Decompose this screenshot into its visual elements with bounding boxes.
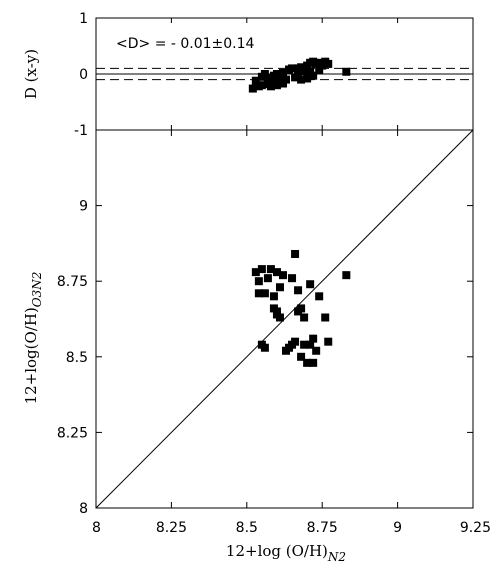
- abundance-point: [254, 289, 263, 298]
- abundance-point: [324, 337, 333, 346]
- bottom-x-axis-title: 12+log (O/H)N2: [226, 542, 346, 564]
- top-points: [248, 57, 351, 93]
- difference-point: [260, 70, 269, 78]
- difference-point: [288, 64, 297, 73]
- abundance-point: [309, 334, 318, 343]
- difference-point: [275, 73, 284, 82]
- abundance-point: [306, 340, 315, 349]
- bottom-y-tick-label: 9: [79, 199, 88, 215]
- abundance-point: [263, 274, 272, 283]
- abundance-point: [266, 265, 275, 274]
- bottom-points: [251, 249, 351, 367]
- abundance-point: [303, 358, 312, 367]
- bottom-x-tick-label: 9.25: [460, 520, 491, 536]
- abundance-point: [342, 271, 351, 280]
- top-y-tick-label: 0: [79, 67, 88, 83]
- difference-point: [300, 67, 309, 76]
- difference-point: [278, 68, 287, 77]
- abundance-point: [294, 286, 303, 295]
- bottom-y-tick-label: 8: [79, 501, 88, 517]
- bottom-y-tick-label: 8.25: [57, 425, 88, 441]
- abundance-point: [272, 268, 281, 277]
- difference-point: [263, 74, 272, 83]
- bottom-x-tick-label: 8.25: [156, 520, 187, 536]
- top-y-tick-label: 1: [79, 11, 88, 27]
- abundance-point: [272, 307, 281, 316]
- difference-point: [266, 82, 275, 91]
- top-y-tick-label: -1: [74, 123, 88, 139]
- difference-point: [306, 67, 315, 76]
- abundance-point: [251, 268, 260, 277]
- abundance-point: [315, 292, 324, 301]
- abundance-point: [309, 358, 318, 367]
- bottom-y-axis-title: 12+log(O/H)O3N2: [22, 272, 44, 405]
- abundance-point: [297, 352, 306, 361]
- abundance-point: [291, 337, 300, 346]
- mean-difference-annotation: <D> = - 0.01±0.14: [116, 36, 255, 52]
- bottom-y-axis-title-main: 12+log(O/H): [22, 307, 40, 404]
- abundance-point: [312, 346, 321, 355]
- abundance-point: [269, 292, 278, 301]
- bottom-y-ticks: 8 8.25 8.5 8.75 9: [57, 199, 473, 517]
- abundance-point: [306, 280, 315, 289]
- abundance-point: [254, 277, 263, 286]
- bottom-x-tick-label: 8.75: [307, 520, 338, 536]
- abundance-point: [297, 304, 306, 313]
- bottom-x-axis-title-main: 12+log (O/H): [226, 542, 328, 560]
- abundance-point: [260, 289, 269, 298]
- difference-point: [324, 59, 333, 68]
- abundance-point: [291, 249, 300, 258]
- abundance-point: [257, 265, 266, 274]
- difference-point: [257, 81, 266, 90]
- difference-point: [282, 75, 291, 84]
- bottom-x-ticks: 8 8.25 8.5 8.75 9 9.25: [92, 130, 491, 536]
- abundance-point: [260, 343, 269, 352]
- bottom-x-tick-label: 9: [393, 520, 402, 536]
- abundance-point: [278, 271, 287, 280]
- difference-point: [251, 76, 260, 85]
- bottom-y-tick-label: 8.5: [66, 350, 88, 366]
- bottom-x-tick-label: 8: [92, 520, 101, 536]
- difference-point: [342, 67, 351, 76]
- difference-point: [297, 75, 306, 84]
- abundance-point: [300, 313, 309, 322]
- abundance-point: [321, 313, 330, 322]
- one-to-one-line: [95, 129, 474, 509]
- bottom-y-tick-label: 8.75: [57, 274, 88, 290]
- abundance-point: [275, 283, 284, 292]
- abundance-point: [275, 313, 284, 322]
- top-y-axis-title: D (x-y): [22, 49, 40, 99]
- difference-point: [309, 71, 318, 80]
- difference-point: [248, 84, 257, 93]
- bottom-x-tick-label: 8.5: [236, 520, 258, 536]
- bottom-panel-frame: [95, 129, 474, 509]
- bottom-x-axis-title-subscript: N2: [327, 550, 346, 564]
- bottom-y-axis-title-subscript: O3N2: [30, 272, 44, 308]
- abundance-point: [288, 274, 297, 283]
- top-y-ticks: 1 0 -1: [74, 11, 474, 139]
- difference-point: [269, 76, 278, 85]
- one-to-one-line-group: [95, 129, 474, 509]
- difference-point: [303, 74, 312, 83]
- abundance-point: [300, 340, 309, 349]
- difference-point: [294, 70, 303, 78]
